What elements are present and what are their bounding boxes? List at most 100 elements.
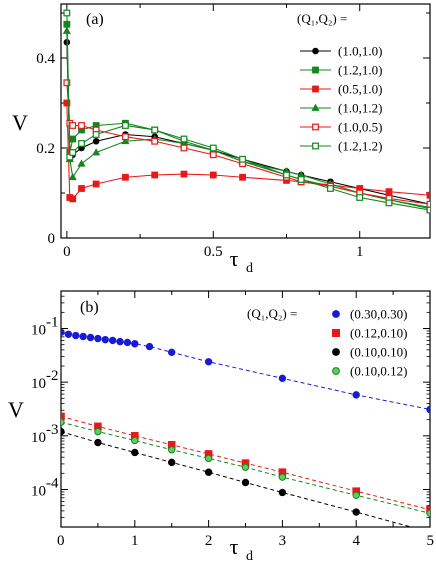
data-point <box>278 488 287 497</box>
data-point <box>92 131 100 138</box>
data-point <box>94 427 102 436</box>
data-point <box>168 348 176 357</box>
y-tick-label: 10 <box>31 483 46 499</box>
legend-entry: (1.0,1.0) <box>300 44 382 59</box>
x-tick-label: 0.5 <box>204 244 223 260</box>
data-point <box>385 199 393 207</box>
x-axis-title-subscript: d <box>246 549 253 564</box>
legend-label: (1.0,1.2) <box>338 101 382 116</box>
series-2 <box>61 427 413 527</box>
y-tick-label: 10 <box>31 430 46 446</box>
data-point <box>426 191 430 199</box>
series-0 <box>61 328 430 414</box>
data-point <box>426 509 430 518</box>
data-point <box>94 438 102 447</box>
x-axis-title-subscript: d <box>246 261 253 276</box>
data-point <box>131 436 139 445</box>
panel-label: (b) <box>80 299 99 316</box>
legend-label: (1.0,0.5) <box>338 120 382 135</box>
legend-marker <box>332 329 341 338</box>
data-point <box>108 336 117 345</box>
data-point <box>63 9 71 17</box>
y-tick-label: 10 <box>31 376 46 392</box>
series-fit-line <box>61 421 430 514</box>
data-point <box>352 391 360 399</box>
data-point <box>72 331 80 340</box>
data-point <box>145 342 154 351</box>
y-tick-exponent: -2 <box>46 368 59 384</box>
panel-a-chart: 0 0.5 1 0 0.2 0.4 Vτ d (a) (Q₁,Q₂) = (1.0,1.0) (1.2… <box>12 3 431 276</box>
series-3 <box>61 418 430 518</box>
legend-label: (0.30,0.30) <box>350 307 407 322</box>
legend-marker <box>332 310 340 318</box>
plot-area <box>61 328 430 527</box>
data-point <box>278 374 287 383</box>
data-point <box>209 144 217 152</box>
legend-title: (Q₁,Q₂) = <box>247 306 297 321</box>
y-tick-exponent: -4 <box>46 475 59 491</box>
data-point <box>69 149 77 156</box>
data-point <box>241 463 250 471</box>
legend-entry: (1.0,1.2) <box>300 101 382 116</box>
data-point <box>151 171 159 179</box>
legend-title: (Q₁,Q₂) = <box>297 11 347 26</box>
data-point <box>78 140 85 147</box>
data-point <box>283 171 290 179</box>
legend-marker <box>312 142 319 150</box>
legend: (Q₁,Q₂) = (1.0,1.0) (1.2,1.0) (0.5,1.0) (1.0… <box>297 11 382 154</box>
data-point <box>151 137 159 145</box>
data-point <box>209 171 217 179</box>
panel-b-chart: 0 1 2 3 4 510-410-310-210 -1Vτ d(b) (Q₁,Q₂) = (0.… <box>8 290 434 564</box>
x-tick-label: 2 <box>205 533 213 549</box>
data-point <box>122 173 129 181</box>
legend-entry: (0.10,0.12) <box>332 364 407 379</box>
data-point <box>77 159 86 167</box>
legend-label: (0.12,0.10) <box>350 326 407 341</box>
legend-entry: (1.2,1.0) <box>300 63 382 78</box>
legend-marker <box>312 47 319 55</box>
y-tick-label: 0.4 <box>36 51 55 67</box>
data-point <box>92 137 100 145</box>
data-point <box>94 334 102 343</box>
x-tick-label: 1 <box>131 533 139 549</box>
data-point <box>92 148 101 156</box>
series-5 <box>63 9 430 214</box>
legend-marker <box>312 66 319 74</box>
series-fit-line <box>61 431 413 527</box>
x-tick-label: 0 <box>63 244 71 260</box>
data-point <box>241 478 250 487</box>
legend-marker <box>332 348 340 356</box>
data-point <box>352 491 360 499</box>
data-point <box>86 333 95 342</box>
legend-label: (0.10,0.10) <box>350 345 407 360</box>
data-point <box>116 337 124 346</box>
series-line <box>66 102 430 200</box>
legend-marker <box>311 103 320 111</box>
data-point <box>352 508 360 516</box>
data-point <box>122 122 129 129</box>
data-point <box>180 135 188 143</box>
legend-label: (0.10,0.12) <box>350 364 407 379</box>
data-point <box>426 200 430 208</box>
x-tick-label: 3 <box>279 533 287 549</box>
data-point <box>69 195 77 203</box>
data-point <box>180 170 188 178</box>
data-point <box>239 173 246 181</box>
legend-marker <box>312 85 319 93</box>
data-point <box>64 330 73 338</box>
legend-entry: (1.2,1.2) <box>300 139 382 154</box>
data-point <box>68 173 77 181</box>
series-fit-line <box>61 415 430 511</box>
data-point <box>297 176 305 183</box>
y-tick-label: 0 <box>48 231 56 247</box>
data-point <box>168 458 176 467</box>
legend-label: (1.2,1.0) <box>338 63 382 78</box>
y-tick-exponent: -1 <box>46 315 59 331</box>
legend-entry: (1.0,0.5) <box>300 120 382 135</box>
data-point <box>122 133 129 141</box>
data-point <box>69 135 77 143</box>
series-line <box>66 12 430 211</box>
data-point <box>123 338 132 347</box>
x-tick-label: 1 <box>356 244 364 260</box>
data-point <box>78 122 85 129</box>
